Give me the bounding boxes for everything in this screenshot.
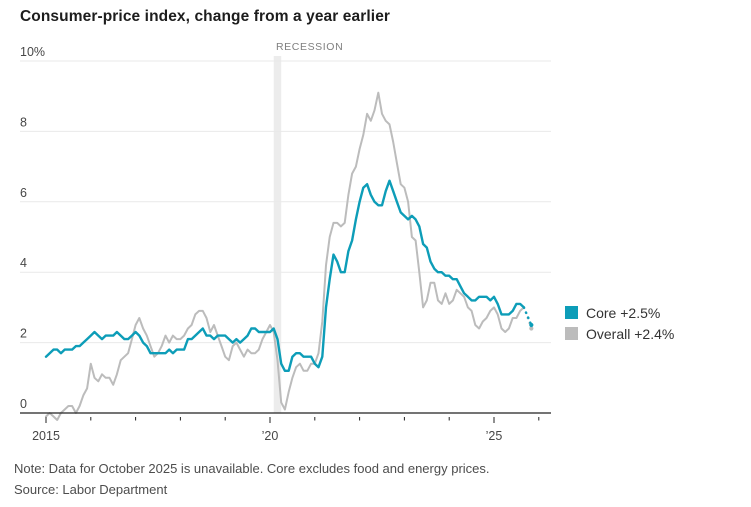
- y-axis-label: 2: [20, 327, 27, 341]
- legend-label-overall: Overall +2.4%: [586, 325, 675, 342]
- series-line-overall-endpoint: [529, 326, 534, 331]
- y-axis-label: 4: [20, 256, 27, 270]
- legend-label-core: Core +2.5%: [586, 304, 661, 321]
- x-axis-label: 2015: [32, 429, 60, 443]
- series-line-core-endpoint: [529, 322, 534, 328]
- recession-annotation: RECESSION: [276, 41, 344, 53]
- y-axis-label: 0: [20, 397, 27, 411]
- series-line-core-dotted: [522, 306, 533, 327]
- legend-item-overall: Overall +2.4%: [565, 323, 674, 344]
- legend: Core +2.5% Overall +2.4%: [565, 302, 674, 344]
- cpi-line-chart: 0 2 4 6 8 10% 2015 ’20 ’25: [20, 45, 551, 443]
- chart-note: Note: Data for October 2025 is unavailab…: [14, 461, 490, 476]
- chart-source: Source: Labor Department: [14, 482, 168, 497]
- recession-band: [273, 56, 282, 413]
- core-swatch-icon: [565, 306, 578, 319]
- series-line-overall: [45, 91, 525, 421]
- overall-swatch-icon: [565, 327, 578, 340]
- x-axis-label: ’25: [486, 429, 503, 443]
- y-axis-label: 8: [20, 115, 27, 129]
- x-axis-label: ’20: [262, 429, 279, 443]
- legend-item-core: Core +2.5%: [565, 302, 674, 323]
- y-axis-label: 6: [20, 186, 27, 200]
- chart-title: Consumer-price index, change from a year…: [20, 8, 391, 25]
- series-line-core: [44, 179, 526, 372]
- y-axis-label: 10%: [20, 45, 45, 59]
